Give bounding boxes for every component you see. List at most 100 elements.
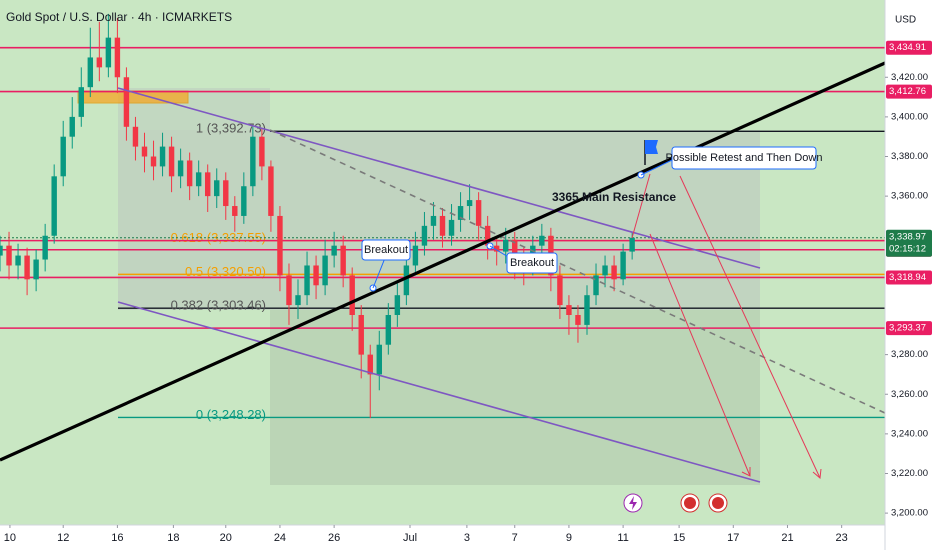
x-tick-label: 12 — [57, 532, 69, 544]
x-tick-label: 16 — [111, 532, 123, 544]
candle-body — [557, 275, 563, 306]
candle-body — [466, 200, 473, 207]
candle-body — [123, 77, 130, 127]
level-tag — [886, 40, 932, 55]
arrowhead — [741, 467, 751, 477]
candle-body — [150, 156, 157, 167]
candle-body — [358, 315, 364, 355]
countdown: 02:15:12 — [889, 243, 926, 254]
candle-body — [629, 237, 635, 252]
event-icon-glyph — [629, 496, 637, 510]
fib-label: 0.5 (3,320.50) — [185, 264, 266, 279]
candle-body — [141, 146, 148, 157]
arrow — [649, 233, 751, 477]
candle-body — [51, 176, 57, 236]
annotation: Possible Retest and Then Down — [666, 152, 823, 164]
event-icon-glyph — [684, 497, 696, 509]
annotation: 3365 Main Resistance — [552, 190, 676, 204]
candle-body — [168, 146, 175, 177]
candles — [0, 13, 635, 419]
event-icon-glyph — [712, 497, 724, 509]
candle-body — [584, 295, 590, 325]
candle-body — [493, 245, 500, 252]
level-tag-label: 3,412.76 — [889, 86, 926, 97]
candle-body — [331, 245, 337, 256]
candle-body — [412, 245, 419, 266]
candle-body — [0, 245, 3, 256]
currency: USD — [895, 15, 916, 26]
chart-title: Gold Spot / U.S. Dollar · 4h · ICMARKETS — [6, 10, 232, 24]
y-tick-label: 3,240.00 — [891, 428, 928, 439]
mid-line — [269, 129, 886, 414]
candle-body — [512, 239, 518, 260]
candle-body — [268, 166, 274, 216]
candle-body — [15, 255, 21, 266]
y-tick-label: 3,420.00 — [891, 72, 928, 83]
y-tick-label: 3,200.00 — [891, 508, 928, 519]
candle-body — [566, 305, 572, 315]
callout-box — [506, 252, 558, 274]
drawings — [0, 61, 886, 513]
y-tick-label: 3,260.00 — [891, 389, 928, 400]
candle-body — [195, 172, 202, 187]
candle-body — [484, 225, 491, 246]
flag — [645, 140, 658, 154]
level-tag-label: 3,434.91 — [889, 42, 926, 53]
channel-top — [117, 87, 761, 269]
candle-body — [60, 136, 66, 177]
x-tick-label: 26 — [328, 532, 340, 544]
x-tick-label: 11 — [617, 532, 628, 544]
x-tick-label: 24 — [274, 532, 286, 544]
level-tag-label: 3,293.37 — [889, 323, 926, 334]
arrow — [631, 173, 651, 239]
y-tick-label: 3,380.00 — [891, 151, 928, 162]
candle-body — [448, 219, 455, 236]
candle-body — [42, 235, 48, 260]
candle-body — [602, 265, 608, 276]
candle-body — [33, 259, 39, 280]
channel-bottom — [117, 301, 761, 483]
callout-line — [640, 159, 673, 176]
level-tag — [886, 270, 932, 285]
candle-body — [159, 146, 166, 167]
candle-body — [132, 126, 139, 147]
candle-body — [376, 344, 382, 375]
x-tick-label: 7 — [512, 532, 518, 544]
candle-body — [204, 172, 211, 197]
x-tick-label: 18 — [167, 532, 179, 544]
axes: 3,420.00 3,400.00 3,380.00 3,360.00 3,280.00… — [4, 40, 932, 544]
y-tick-label: 3,400.00 — [891, 111, 928, 122]
candle-body — [223, 180, 229, 207]
candle-body — [611, 265, 617, 280]
candle-body — [259, 136, 265, 167]
candle-body — [114, 37, 121, 78]
candle-body — [304, 265, 310, 296]
candle-body — [250, 136, 256, 187]
candle-body — [575, 315, 581, 325]
texts: Gold Spot / U.S. Dollar · 4h · ICMARKETS… — [6, 10, 916, 269]
x-tick-label: 15 — [673, 532, 685, 544]
candle-body — [539, 235, 545, 246]
candle-body — [439, 215, 446, 236]
y-tick-label: 3,220.00 — [891, 468, 928, 479]
candle-body — [277, 215, 283, 276]
current-price-tag — [886, 229, 932, 257]
candle-body — [367, 354, 373, 375]
candle-body — [340, 245, 346, 276]
candle-body — [322, 255, 328, 286]
candle-body — [593, 275, 599, 296]
candle-body — [177, 160, 184, 177]
level-tag — [886, 321, 932, 336]
x-tick-label: 17 — [727, 532, 739, 544]
candle-body — [186, 160, 193, 187]
candle-body — [403, 265, 410, 296]
candle-body — [430, 215, 437, 226]
candle-body — [87, 57, 94, 88]
callout-box — [671, 146, 817, 170]
y-tick-label: 3,280.00 — [891, 349, 928, 360]
fib-zone — [118, 130, 760, 310]
candle-body — [349, 275, 355, 315]
trend-line — [0, 61, 886, 462]
arrow — [679, 175, 821, 479]
candle-body — [313, 265, 319, 286]
